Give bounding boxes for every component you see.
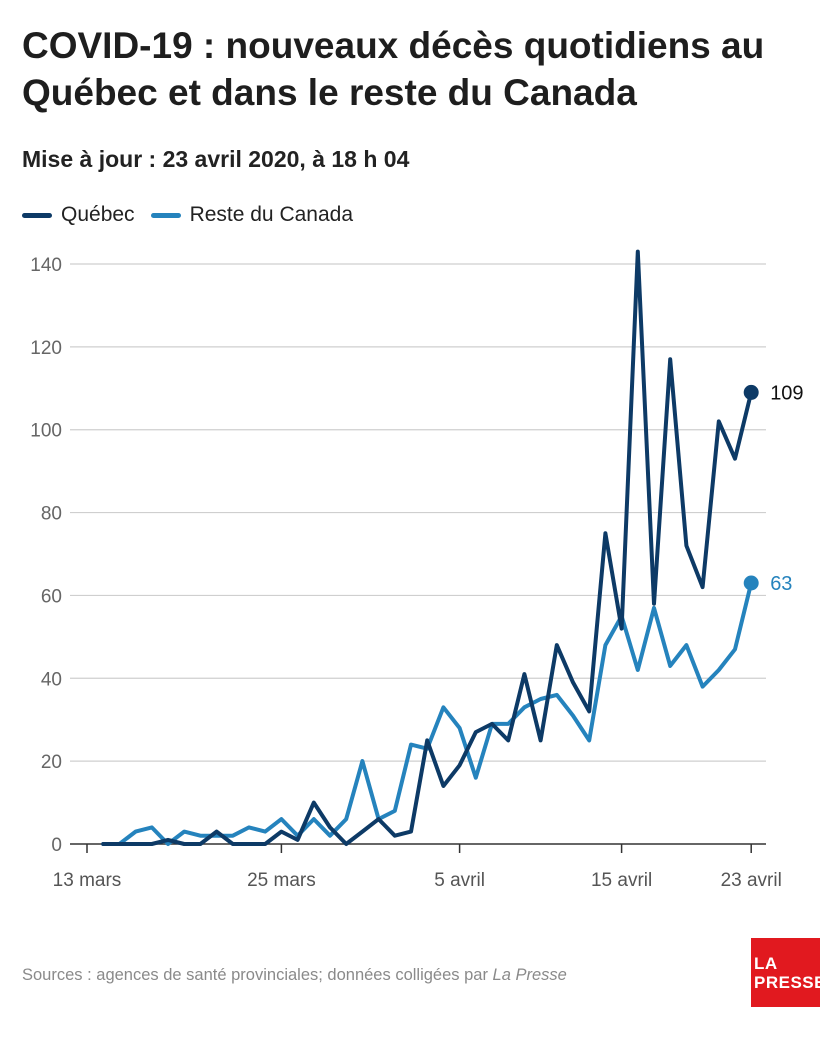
line-chart: 0 20 40 60 80 100 120 140 13 mars 25 mars 5 avril 1… <box>30 249 804 891</box>
y-tick-label: 80 <box>41 504 62 525</box>
source-publication: La Presse <box>492 966 567 984</box>
logo-line-la: LA <box>754 953 778 973</box>
legend-item-quebec: Québec <box>22 203 135 227</box>
y-tick-label: 100 <box>30 421 62 442</box>
update-subtitle: Mise à jour : 23 avril 2020, à 18 h 04 <box>22 146 410 172</box>
end-label-reste: 63 <box>770 573 792 595</box>
legend: Québec Reste du Canada <box>22 203 369 227</box>
legend-item-reste: Reste du Canada <box>150 203 354 227</box>
y-tick-label: 0 <box>51 835 62 856</box>
chart-title: COVID-19 : nouveaux décès quotidiens au … <box>22 25 765 113</box>
la-presse-logo: LA PRESSE <box>751 938 826 1007</box>
legend-label-quebec: Québec <box>61 203 135 226</box>
end-marker-reste <box>743 575 759 591</box>
x-tick-label: 15 avril <box>591 870 652 891</box>
series-line-quebec <box>101 249 754 846</box>
x-tick-label: 25 mars <box>247 870 316 891</box>
end-label-quebec: 109 <box>770 382 803 404</box>
source-text: Sources : agences de santé provinciales;… <box>22 966 493 984</box>
legend-swatch-reste <box>150 212 181 218</box>
series-line-reste <box>101 581 754 846</box>
x-tick-label: 13 mars <box>53 870 122 891</box>
x-tick-label: 5 avril <box>434 870 485 891</box>
legend-swatch-quebec <box>22 212 52 218</box>
y-tick-label: 40 <box>41 669 62 690</box>
y-tick-label: 140 <box>30 255 62 276</box>
y-tick-label: 60 <box>41 586 62 607</box>
y-tick-label: 20 <box>41 752 62 773</box>
x-tick-label: 23 avril <box>721 870 782 891</box>
legend-label-reste: Reste du Canada <box>189 203 354 226</box>
source-note: Sources : agences de santé provinciales;… <box>22 966 567 985</box>
end-marker-quebec <box>743 384 759 400</box>
y-tick-label: 120 <box>30 338 62 359</box>
logo-line-presse: PRESSE <box>754 972 826 992</box>
